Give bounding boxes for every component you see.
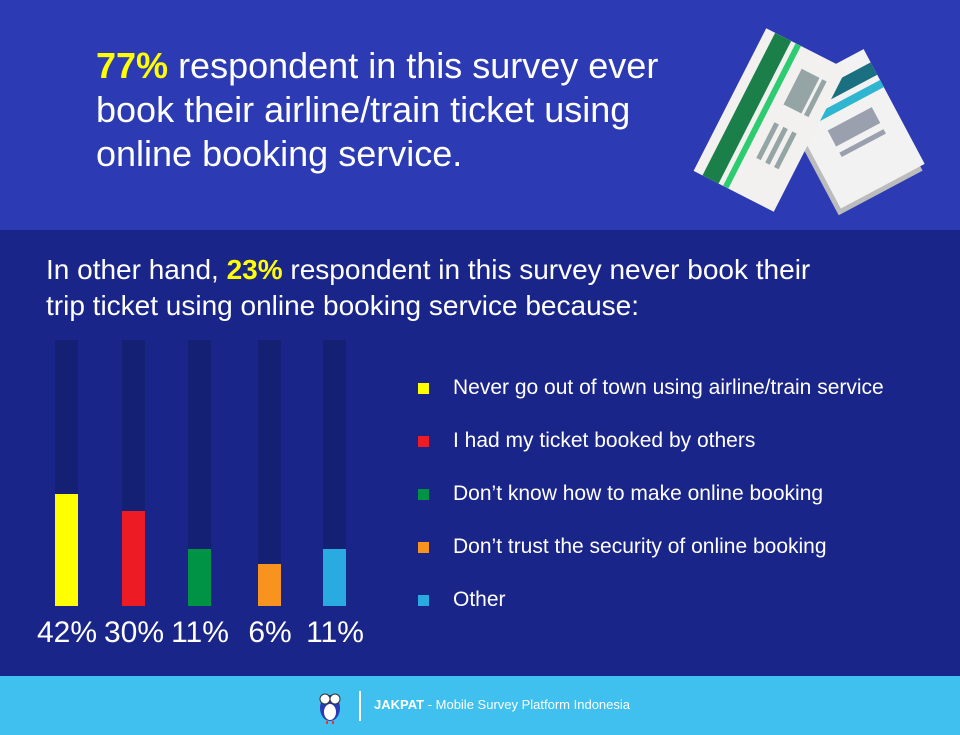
headline: 77% respondent in this survey ever book …: [96, 44, 696, 176]
bar-value-label: 30%: [103, 616, 165, 649]
legend-swatch: [418, 541, 429, 553]
footer-divider: [359, 691, 361, 721]
bar: [122, 511, 145, 606]
bar-track: [55, 340, 78, 606]
chart-section: In other hand, 23% respondent in this su…: [0, 230, 960, 676]
legend-swatch: [418, 488, 429, 500]
legend-label: Don’t know how to make online booking: [453, 482, 824, 505]
bar-track: [323, 340, 346, 606]
legend-swatch: [418, 594, 429, 606]
legend-item: Never go out of town using airline/train…: [418, 376, 884, 400]
bar-value-label: 11%: [171, 616, 229, 649]
legend-label: I had my ticket booked by others: [453, 429, 756, 452]
subheading-percent: 23%: [226, 254, 283, 285]
bar: [188, 548, 211, 606]
legend-item: I had my ticket booked by others: [418, 429, 755, 453]
legend-label: Never go out of town using airline/train…: [453, 376, 884, 399]
header-section: 77% respondent in this survey ever book …: [0, 0, 960, 230]
bar: [258, 563, 281, 606]
legend-label: Don’t trust the security of online booki…: [453, 535, 827, 558]
owl-logo-icon: [319, 693, 341, 724]
legend-item: Other: [418, 588, 506, 612]
bar: [323, 548, 346, 606]
footer-brand: JAKPAT: [374, 697, 425, 712]
bar-value-label: 11%: [306, 616, 364, 649]
bar: [55, 493, 78, 606]
footer: JAKPAT - Mobile Survey Platform Indonesi…: [0, 676, 960, 735]
headline-percent: 77%: [96, 45, 169, 86]
bar-value-label: 6%: [248, 616, 292, 649]
footer-tagline: - Mobile Survey Platform Indonesia: [424, 697, 631, 712]
legend-item: Don’t know how to make online booking: [418, 482, 823, 506]
legend-swatch: [418, 382, 429, 394]
subheading: In other hand, 23% respondent in this su…: [46, 252, 846, 324]
bar-value-label: 42%: [36, 616, 98, 649]
subheading-prefix: In other hand,: [46, 254, 227, 285]
bar-track: [258, 340, 281, 606]
legend-item: Don’t trust the security of online booki…: [418, 535, 827, 559]
legend-label: Other: [453, 588, 506, 611]
subheading-suffix: respondent in this survey never book the…: [46, 254, 811, 321]
bar-track: [188, 340, 211, 606]
footer-text: JAKPAT - Mobile Survey Platform Indonesi…: [374, 697, 630, 712]
legend-swatch: [418, 435, 429, 447]
bar-track: [122, 340, 145, 606]
headline-text: respondent in this survey ever book thei…: [96, 45, 659, 174]
tickets-icon: [693, 28, 925, 216]
